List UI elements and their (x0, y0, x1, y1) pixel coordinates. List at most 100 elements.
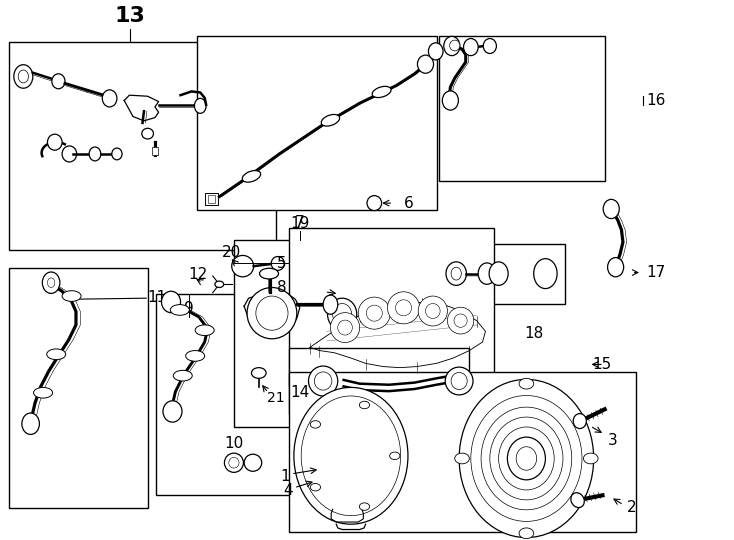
Circle shape (310, 421, 321, 428)
Bar (234, 240, 358, 428)
Ellipse shape (573, 414, 586, 429)
Ellipse shape (34, 387, 53, 398)
Ellipse shape (448, 307, 473, 334)
Text: 15: 15 (592, 357, 611, 372)
Bar (439, 244, 565, 303)
Ellipse shape (481, 407, 572, 510)
Ellipse shape (321, 114, 340, 126)
Ellipse shape (489, 262, 508, 285)
Text: 13: 13 (115, 6, 145, 26)
Text: 18: 18 (524, 327, 543, 341)
Text: 19: 19 (290, 216, 310, 231)
Ellipse shape (314, 372, 332, 390)
Text: 6: 6 (404, 195, 413, 211)
Ellipse shape (450, 40, 460, 51)
Ellipse shape (62, 146, 77, 162)
Text: 11: 11 (148, 289, 167, 305)
Ellipse shape (464, 38, 478, 56)
Ellipse shape (507, 437, 545, 480)
Ellipse shape (22, 413, 40, 434)
Bar (288, 228, 493, 386)
Ellipse shape (244, 454, 262, 471)
Ellipse shape (327, 298, 357, 330)
Text: 4: 4 (283, 483, 292, 498)
Circle shape (519, 379, 534, 389)
Bar (208, 195, 215, 202)
Ellipse shape (388, 292, 420, 324)
Text: 8: 8 (277, 280, 286, 295)
Ellipse shape (490, 417, 563, 500)
Ellipse shape (367, 195, 382, 211)
Ellipse shape (271, 256, 284, 271)
Ellipse shape (459, 380, 594, 537)
Ellipse shape (608, 258, 624, 277)
Ellipse shape (534, 259, 557, 288)
Text: 21: 21 (267, 391, 285, 405)
Ellipse shape (358, 297, 390, 329)
Ellipse shape (516, 447, 537, 470)
Ellipse shape (14, 65, 33, 88)
Ellipse shape (256, 296, 288, 330)
Text: 9: 9 (184, 301, 195, 316)
Circle shape (519, 528, 534, 538)
Ellipse shape (195, 98, 206, 113)
Ellipse shape (225, 453, 244, 472)
Ellipse shape (330, 313, 360, 342)
Circle shape (360, 503, 370, 510)
Ellipse shape (446, 262, 466, 285)
Ellipse shape (451, 267, 462, 280)
Bar (288, 372, 636, 532)
Text: 16: 16 (647, 93, 666, 108)
Text: 2: 2 (627, 500, 636, 515)
Circle shape (390, 452, 400, 460)
Text: 14: 14 (290, 385, 310, 400)
Ellipse shape (62, 291, 81, 301)
Ellipse shape (333, 303, 352, 325)
Text: 12: 12 (188, 267, 207, 282)
Ellipse shape (242, 171, 261, 182)
Text: 3: 3 (608, 433, 618, 448)
Ellipse shape (571, 492, 584, 508)
Ellipse shape (47, 349, 66, 360)
Ellipse shape (603, 199, 619, 219)
Ellipse shape (444, 36, 460, 56)
Ellipse shape (418, 55, 434, 73)
Ellipse shape (338, 320, 352, 335)
Bar (197, 36, 437, 210)
Ellipse shape (43, 272, 60, 293)
Ellipse shape (102, 90, 117, 107)
Ellipse shape (48, 134, 62, 150)
Ellipse shape (247, 287, 297, 339)
Ellipse shape (483, 38, 496, 53)
Ellipse shape (142, 129, 153, 139)
Bar (205, 193, 218, 205)
Ellipse shape (48, 278, 55, 287)
Ellipse shape (446, 367, 473, 395)
Text: 1: 1 (280, 469, 289, 484)
Circle shape (252, 368, 266, 379)
Bar (439, 36, 606, 181)
Bar (9, 268, 148, 508)
Text: 20: 20 (222, 245, 241, 260)
Ellipse shape (161, 291, 181, 313)
Ellipse shape (52, 74, 65, 89)
Text: 17: 17 (647, 265, 666, 280)
Ellipse shape (232, 255, 254, 277)
Ellipse shape (418, 296, 448, 326)
Ellipse shape (470, 395, 582, 522)
Ellipse shape (308, 366, 338, 396)
Ellipse shape (372, 86, 391, 98)
Ellipse shape (451, 373, 467, 389)
Ellipse shape (229, 457, 239, 468)
Ellipse shape (429, 43, 443, 60)
Text: 10: 10 (225, 436, 244, 451)
Ellipse shape (89, 147, 101, 161)
Ellipse shape (478, 263, 495, 284)
Circle shape (310, 483, 321, 491)
Ellipse shape (396, 300, 412, 316)
Circle shape (360, 401, 370, 409)
Ellipse shape (18, 70, 29, 83)
Ellipse shape (112, 148, 122, 160)
Ellipse shape (443, 91, 459, 110)
Circle shape (215, 281, 224, 287)
